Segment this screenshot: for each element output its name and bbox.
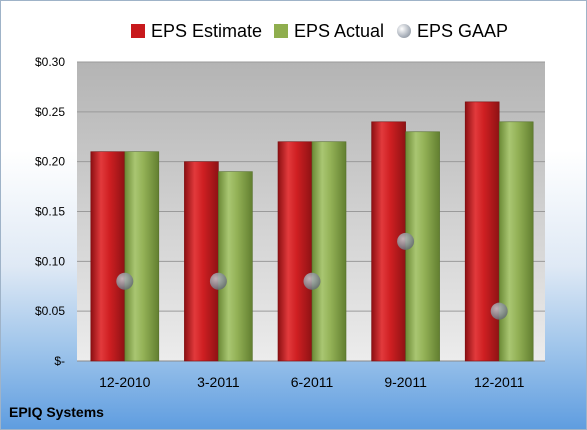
x-tick-label: 12-2011 (474, 374, 525, 390)
dot-eps-gaap (209, 272, 227, 290)
dot-eps-gaap (303, 272, 321, 290)
dot-eps-gaap (397, 232, 415, 250)
dot-eps-gaap (490, 302, 508, 320)
legend-label-actual: EPS Actual (294, 20, 385, 41)
y-tick-label: $0.20 (35, 155, 65, 169)
legend-item-actual: EPS Actual (274, 17, 384, 45)
legend-label-estimate: EPS Estimate (151, 20, 263, 41)
bar-eps-estimate (277, 141, 313, 362)
x-tick-label: 9-2011 (384, 374, 427, 390)
legend: EPS Estimate EPS Actual EPS GAAP (1, 17, 586, 45)
y-tick-label: $0.10 (35, 254, 65, 268)
bar-eps-actual (311, 141, 347, 362)
y-tick-label: $0.30 (35, 55, 65, 69)
bar-eps-estimate (184, 161, 219, 362)
bar-eps-actual (124, 151, 160, 362)
legend-item-estimate: EPS Estimate (131, 17, 262, 45)
legend-marker-gaap (397, 24, 411, 38)
legend-swatch-estimate (131, 24, 145, 38)
y-tick-label: $0.05 (35, 304, 65, 318)
bar-eps-estimate (464, 101, 500, 362)
chart-title: EPIQ Systems (9, 404, 104, 420)
y-tick-label: $0.25 (35, 105, 65, 119)
dot-eps-gaap (116, 272, 134, 290)
x-tick-label: 3-2011 (197, 374, 240, 390)
bar-eps-estimate (90, 151, 126, 362)
legend-label-gaap: EPS GAAP (417, 20, 509, 41)
bar-eps-actual (498, 121, 534, 362)
x-tick-label: 12-2010 (99, 374, 151, 390)
legend-item-gaap: EPS GAAP (397, 17, 508, 45)
legend-swatch-actual (274, 24, 288, 38)
y-tick-label: $- (54, 354, 65, 368)
x-tick-label: 6-2011 (291, 374, 334, 390)
bar-eps-actual (218, 171, 253, 362)
y-tick-label: $0.15 (35, 205, 65, 219)
